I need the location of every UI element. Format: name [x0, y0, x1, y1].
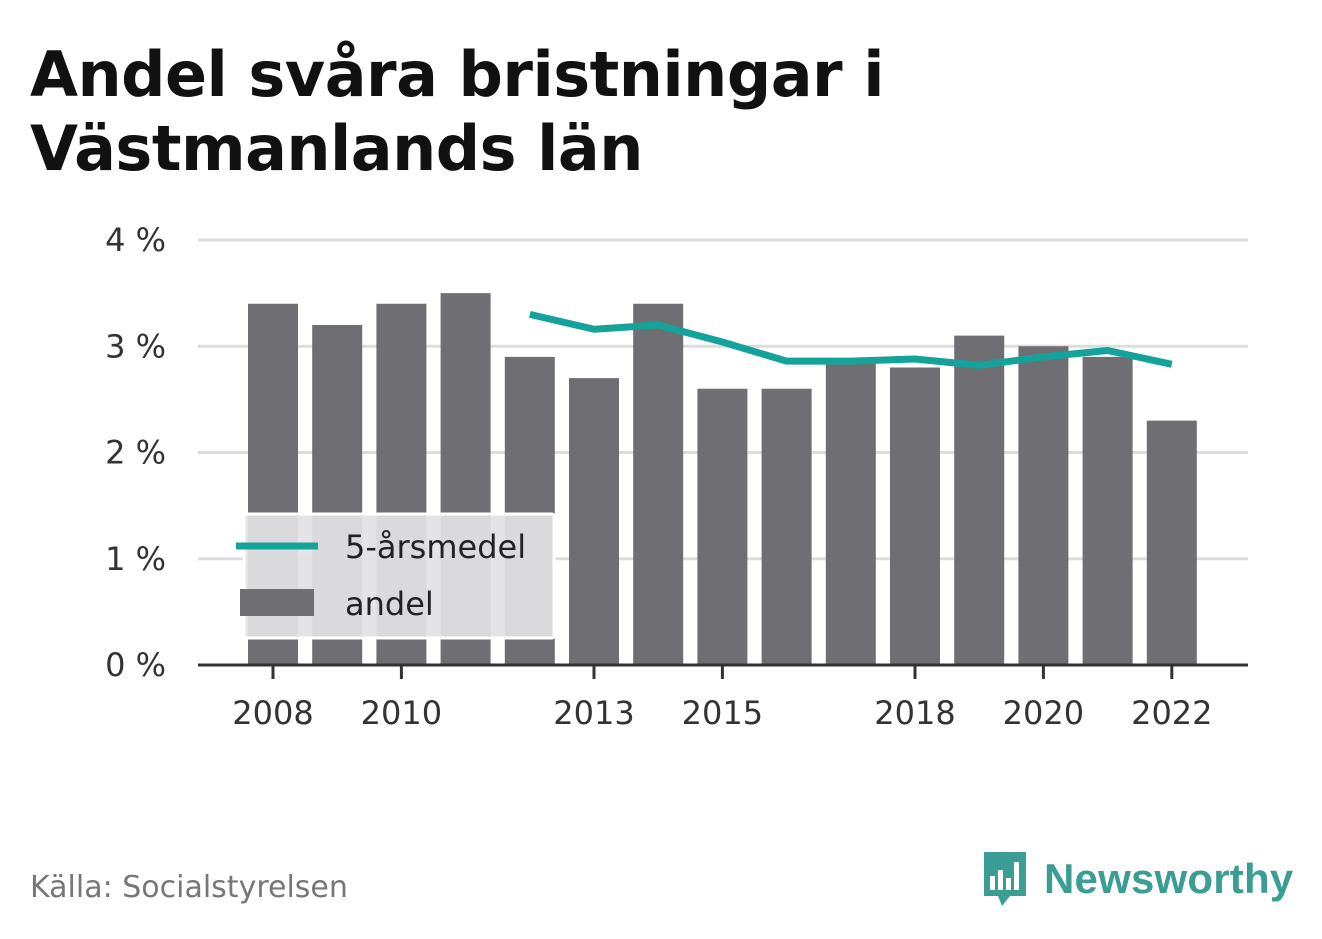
y-tick-label: 3 % — [105, 327, 166, 365]
x-axis-ticks: 2008 2010 2013 2015 2018 2020 2022 — [232, 665, 1213, 732]
x-tick-label: 2015 — [682, 694, 763, 732]
line-5-arsmedel — [529, 310, 1173, 369]
x-tick-label: 2008 — [232, 694, 313, 732]
bar — [1146, 420, 1197, 665]
x-tick-label: 2018 — [874, 694, 955, 732]
y-tick-label: 2 % — [105, 434, 166, 472]
bar — [697, 388, 748, 665]
bar — [825, 362, 876, 665]
y-tick-label: 4 % — [105, 221, 166, 259]
bar — [569, 378, 619, 665]
x-tick-label: 2020 — [1003, 694, 1084, 732]
legend-bar-swatch — [240, 589, 314, 616]
y-tick-label: 1 % — [105, 540, 166, 578]
newsworthy-logo-icon — [984, 852, 1026, 906]
y-tick-label: 0 % — [105, 646, 166, 684]
x-tick-label: 2013 — [553, 694, 634, 732]
x-tick-label: 2010 — [361, 694, 442, 732]
bar — [890, 367, 940, 665]
legend: 5-årsmedel andel — [236, 512, 556, 640]
bar — [1018, 346, 1069, 665]
bar — [761, 388, 812, 665]
brand-name: Newsworthy — [1044, 855, 1294, 902]
y-axis-ticks: 0 % 1 % 2 % 3 % 4 % — [105, 221, 166, 684]
bar — [633, 303, 684, 665]
brand[interactable]: Newsworthy — [980, 848, 1293, 910]
chart-title: Andel svåra bristningar i Västmanlands lä… — [30, 38, 884, 185]
source-note: Källa: Socialstyrelsen — [30, 870, 348, 905]
legend-box — [242, 512, 556, 640]
legend-label-line: 5-årsmedel — [345, 528, 526, 566]
bar — [1082, 356, 1133, 665]
line-series — [529, 310, 1173, 369]
legend-label-bar: andel — [345, 585, 434, 623]
bar — [954, 335, 1005, 665]
x-tick-label: 2022 — [1131, 694, 1212, 732]
